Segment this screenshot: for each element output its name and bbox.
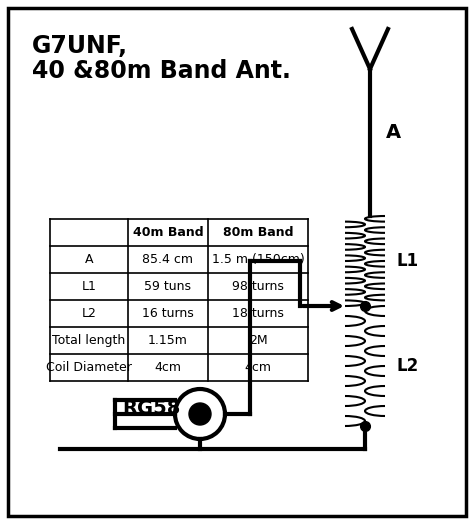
Text: 16 turns: 16 turns xyxy=(142,307,194,320)
Text: Coil Diameter: Coil Diameter xyxy=(46,361,132,374)
Text: L2: L2 xyxy=(397,357,419,375)
Text: 1.15m: 1.15m xyxy=(148,334,188,347)
Text: 18 turns: 18 turns xyxy=(232,307,284,320)
Text: RG58: RG58 xyxy=(122,399,181,419)
Text: 80m Band: 80m Band xyxy=(223,226,293,239)
Text: 4cm: 4cm xyxy=(155,361,182,374)
Text: L1: L1 xyxy=(397,252,419,270)
Text: 4cm: 4cm xyxy=(245,361,272,374)
Text: Total length: Total length xyxy=(52,334,126,347)
Text: L1: L1 xyxy=(82,280,96,293)
Text: 85.4 cm: 85.4 cm xyxy=(143,253,193,266)
Text: A: A xyxy=(85,253,93,266)
Text: 40 &80m Band Ant.: 40 &80m Band Ant. xyxy=(32,59,291,83)
Text: 1.5 m (150cm): 1.5 m (150cm) xyxy=(211,253,304,266)
Text: 98 turns: 98 turns xyxy=(232,280,284,293)
Circle shape xyxy=(189,403,211,425)
Text: G7UNF,: G7UNF, xyxy=(32,34,128,58)
Text: 40m Band: 40m Band xyxy=(133,226,203,239)
Text: 2M: 2M xyxy=(249,334,267,347)
Text: A: A xyxy=(386,123,401,142)
Text: 59 tuns: 59 tuns xyxy=(145,280,191,293)
Text: L2: L2 xyxy=(82,307,96,320)
